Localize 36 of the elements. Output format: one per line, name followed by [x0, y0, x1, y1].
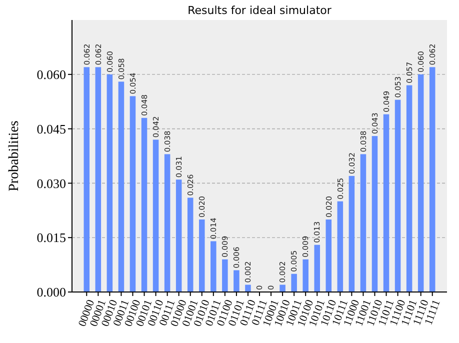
bar: [84, 67, 90, 292]
bar: [314, 244, 320, 292]
bar: [95, 67, 102, 292]
bar: [199, 219, 205, 292]
bar: [383, 114, 390, 292]
bar: [291, 274, 297, 292]
bar: [418, 74, 424, 292]
bar: [406, 85, 412, 292]
y-tick-label: 0.030: [36, 176, 66, 191]
bar: [187, 198, 194, 292]
bar: [245, 284, 251, 292]
bar: [164, 154, 170, 292]
bar: [348, 176, 355, 292]
bar: [302, 259, 308, 292]
bar: [130, 96, 136, 292]
bar: [429, 67, 436, 292]
bar: [394, 100, 401, 292]
bar: [141, 118, 148, 292]
bar: [337, 201, 344, 292]
bar: [280, 284, 286, 292]
bar: [372, 136, 378, 292]
y-tick-label: 0.000: [36, 284, 66, 300]
bar: [326, 219, 332, 292]
bar: [176, 180, 182, 292]
chart-title: Results for ideal simulator: [188, 4, 332, 17]
bar: [234, 270, 240, 292]
bar: [152, 140, 159, 292]
y-axis-title: Probabilities: [7, 120, 22, 192]
y-tick-label: 0.045: [36, 121, 66, 136]
bar: [222, 259, 228, 292]
bar: [106, 74, 113, 292]
y-tick-label: 0.015: [36, 230, 66, 246]
bar: [360, 154, 366, 292]
bar: [118, 82, 124, 292]
y-tick-label: 0.060: [36, 66, 66, 82]
bar: [210, 241, 216, 292]
